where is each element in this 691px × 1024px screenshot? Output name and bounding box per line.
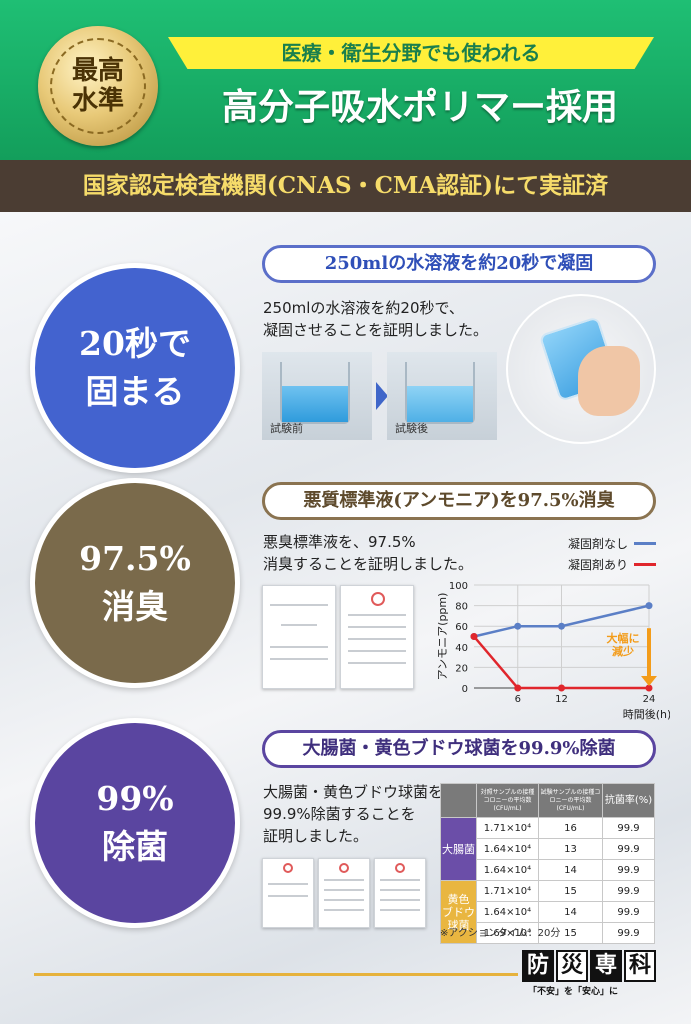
y-tick-label: 0 <box>462 684 468 695</box>
table-cell: 99.9 <box>602 922 655 944</box>
legend-swatch-1 <box>634 542 656 545</box>
brand-tagline: 「不安」を「安心」に <box>528 987 619 997</box>
table-group-label: 黄色 ブドウ 球菌 <box>440 880 477 944</box>
test-report-doc <box>262 858 314 928</box>
table-header <box>440 783 477 818</box>
table-cell: 1.71×10⁴ <box>476 880 539 902</box>
table-cell: 99.9 <box>602 838 655 860</box>
headline: 高分子吸水ポリマー採用 <box>221 86 618 128</box>
brand-char: 災 <box>556 950 588 982</box>
x-tick-label: 12 <box>555 694 568 705</box>
table-row: 1.64×10⁴ 13 99.9 <box>441 838 655 860</box>
antibacterial-table: 対照サンプルの接種コロニーの平均数(CFU/mL) 試験サンプルの接種コロニーの… <box>440 783 655 944</box>
section-1-desc: 250mlの水溶液を約20秒で、 凝固させることを証明しました。 <box>263 299 489 339</box>
table-cell: 1.71×10⁴ <box>476 817 539 839</box>
table-cell: 15 <box>538 880 603 902</box>
table-cell: 1.64×10⁴ <box>476 838 539 860</box>
y-tick-label: 60 <box>455 622 468 633</box>
table-header: 試験サンプルの接種コロニーの平均数(CFU/mL) <box>538 783 603 818</box>
data-point <box>558 684 565 692</box>
legend-swatch-2 <box>634 563 656 566</box>
x-tick-label: 6 <box>515 694 521 705</box>
before-photo: 試験前 <box>262 352 372 440</box>
section-3-circle: 99% 除菌 <box>30 718 240 928</box>
table-row: 黄色 ブドウ 球菌 1.71×10⁴ 15 99.9 <box>440 880 655 944</box>
table-group-label: 大腸菌 <box>440 817 477 881</box>
arrow-icon <box>376 382 388 410</box>
after-photo: 試験後 <box>387 352 497 440</box>
section-1-circle: 20秒で 固まる <box>30 263 240 473</box>
chart-annotation: 減少 <box>612 644 634 658</box>
legend-item-2: 凝固剤あり <box>568 558 629 572</box>
table-row: 大腸菌 1.71×10⁴ 16 99.9 <box>440 817 655 881</box>
x-axis-label: 時間後(h) <box>623 707 670 720</box>
y-tick-label: 80 <box>455 602 468 613</box>
table-cell: 1.64×10⁴ <box>476 901 539 923</box>
table-note: ※アクションタイム：20分 <box>440 928 561 939</box>
legend-item-1: 凝固剤なし <box>568 537 629 551</box>
footer-line <box>34 973 518 976</box>
section-2-circle: 97.5% 消臭 <box>30 478 240 688</box>
medal-text: 最高 水準 <box>50 38 146 134</box>
table-cell: 14 <box>538 901 603 923</box>
table-cell: 1.64×10⁴ <box>476 859 539 881</box>
data-point <box>645 684 653 692</box>
test-report-doc <box>262 585 336 689</box>
section-3-title: 大腸菌・黄色ブドウ球菌を99.9%除菌 <box>262 730 656 768</box>
table-cell: 99.9 <box>602 880 655 902</box>
y-tick-label: 40 <box>455 643 468 654</box>
section-2-desc: 悪臭標準液を、97.5% 消臭することを証明しました。 <box>263 533 474 573</box>
data-point <box>558 622 565 630</box>
test-report-doc <box>318 858 370 928</box>
table-cell: 16 <box>538 817 603 839</box>
test-report-doc <box>374 858 426 928</box>
data-point <box>645 602 653 610</box>
x-tick-label: 24 <box>643 694 656 705</box>
table-header: 対照サンプルの接種コロニーの平均数(CFU/mL) <box>476 783 539 818</box>
table-row: 1.64×10⁴ 14 99.9 <box>441 859 655 881</box>
y-tick-label: 100 <box>449 581 468 592</box>
after-label: 試験後 <box>395 422 428 435</box>
table-header: 抗菌率(%) <box>602 783 655 818</box>
annotation-arrow-head <box>641 676 657 686</box>
series-line-2 <box>473 635 649 690</box>
table-cell: 99.9 <box>602 817 655 839</box>
data-point <box>514 684 522 692</box>
series-line-1 <box>473 604 650 638</box>
brand-char: 防 <box>522 950 554 982</box>
test-report-doc <box>340 585 414 689</box>
certification-bar <box>0 160 691 212</box>
section-1-title: 250mlの水溶液を約20秒で凝固 <box>262 245 656 283</box>
brand-logo: 防 災 専 科 <box>522 950 656 982</box>
data-point <box>470 633 478 640</box>
table-row: 1.64×10⁴ 14 99.9 <box>441 901 655 923</box>
y-tick-label: 20 <box>455 663 468 674</box>
table-cell: 13 <box>538 838 603 860</box>
section-3-desc: 大腸菌・黄色ブドウ球菌を、 99.9%除菌することを 証明しました。 <box>263 783 459 845</box>
table-cell: 99.9 <box>602 901 655 923</box>
chart-annotation: 大幅に <box>607 631 640 645</box>
brand-char: 専 <box>590 950 622 982</box>
table-cell: 1.69×10⁴ <box>476 922 539 944</box>
table-cell: 15 <box>538 922 603 944</box>
y-axis-label: アンモニア(ppm) <box>436 593 449 681</box>
gel-cup-photo <box>506 294 656 444</box>
table-cell: 99.9 <box>602 859 655 881</box>
table-cell: 14 <box>538 859 603 881</box>
brand-char: 科 <box>624 950 656 982</box>
table-row: 1.69×10⁴ 15 99.9 <box>441 922 655 944</box>
medal-badge: 最高 水準 <box>38 26 158 146</box>
ribbon <box>168 37 654 69</box>
section-2-title: 悪質標準液(アンモニア)を97.5%消臭 <box>262 482 656 520</box>
ribbon-text: 医療・衛生分野でも使われる <box>281 41 541 65</box>
data-point <box>514 622 522 630</box>
before-label: 試験前 <box>270 422 303 435</box>
certification-text: 国家認定検査機関(CNAS・CMA認証)にて実証済 <box>82 172 609 199</box>
